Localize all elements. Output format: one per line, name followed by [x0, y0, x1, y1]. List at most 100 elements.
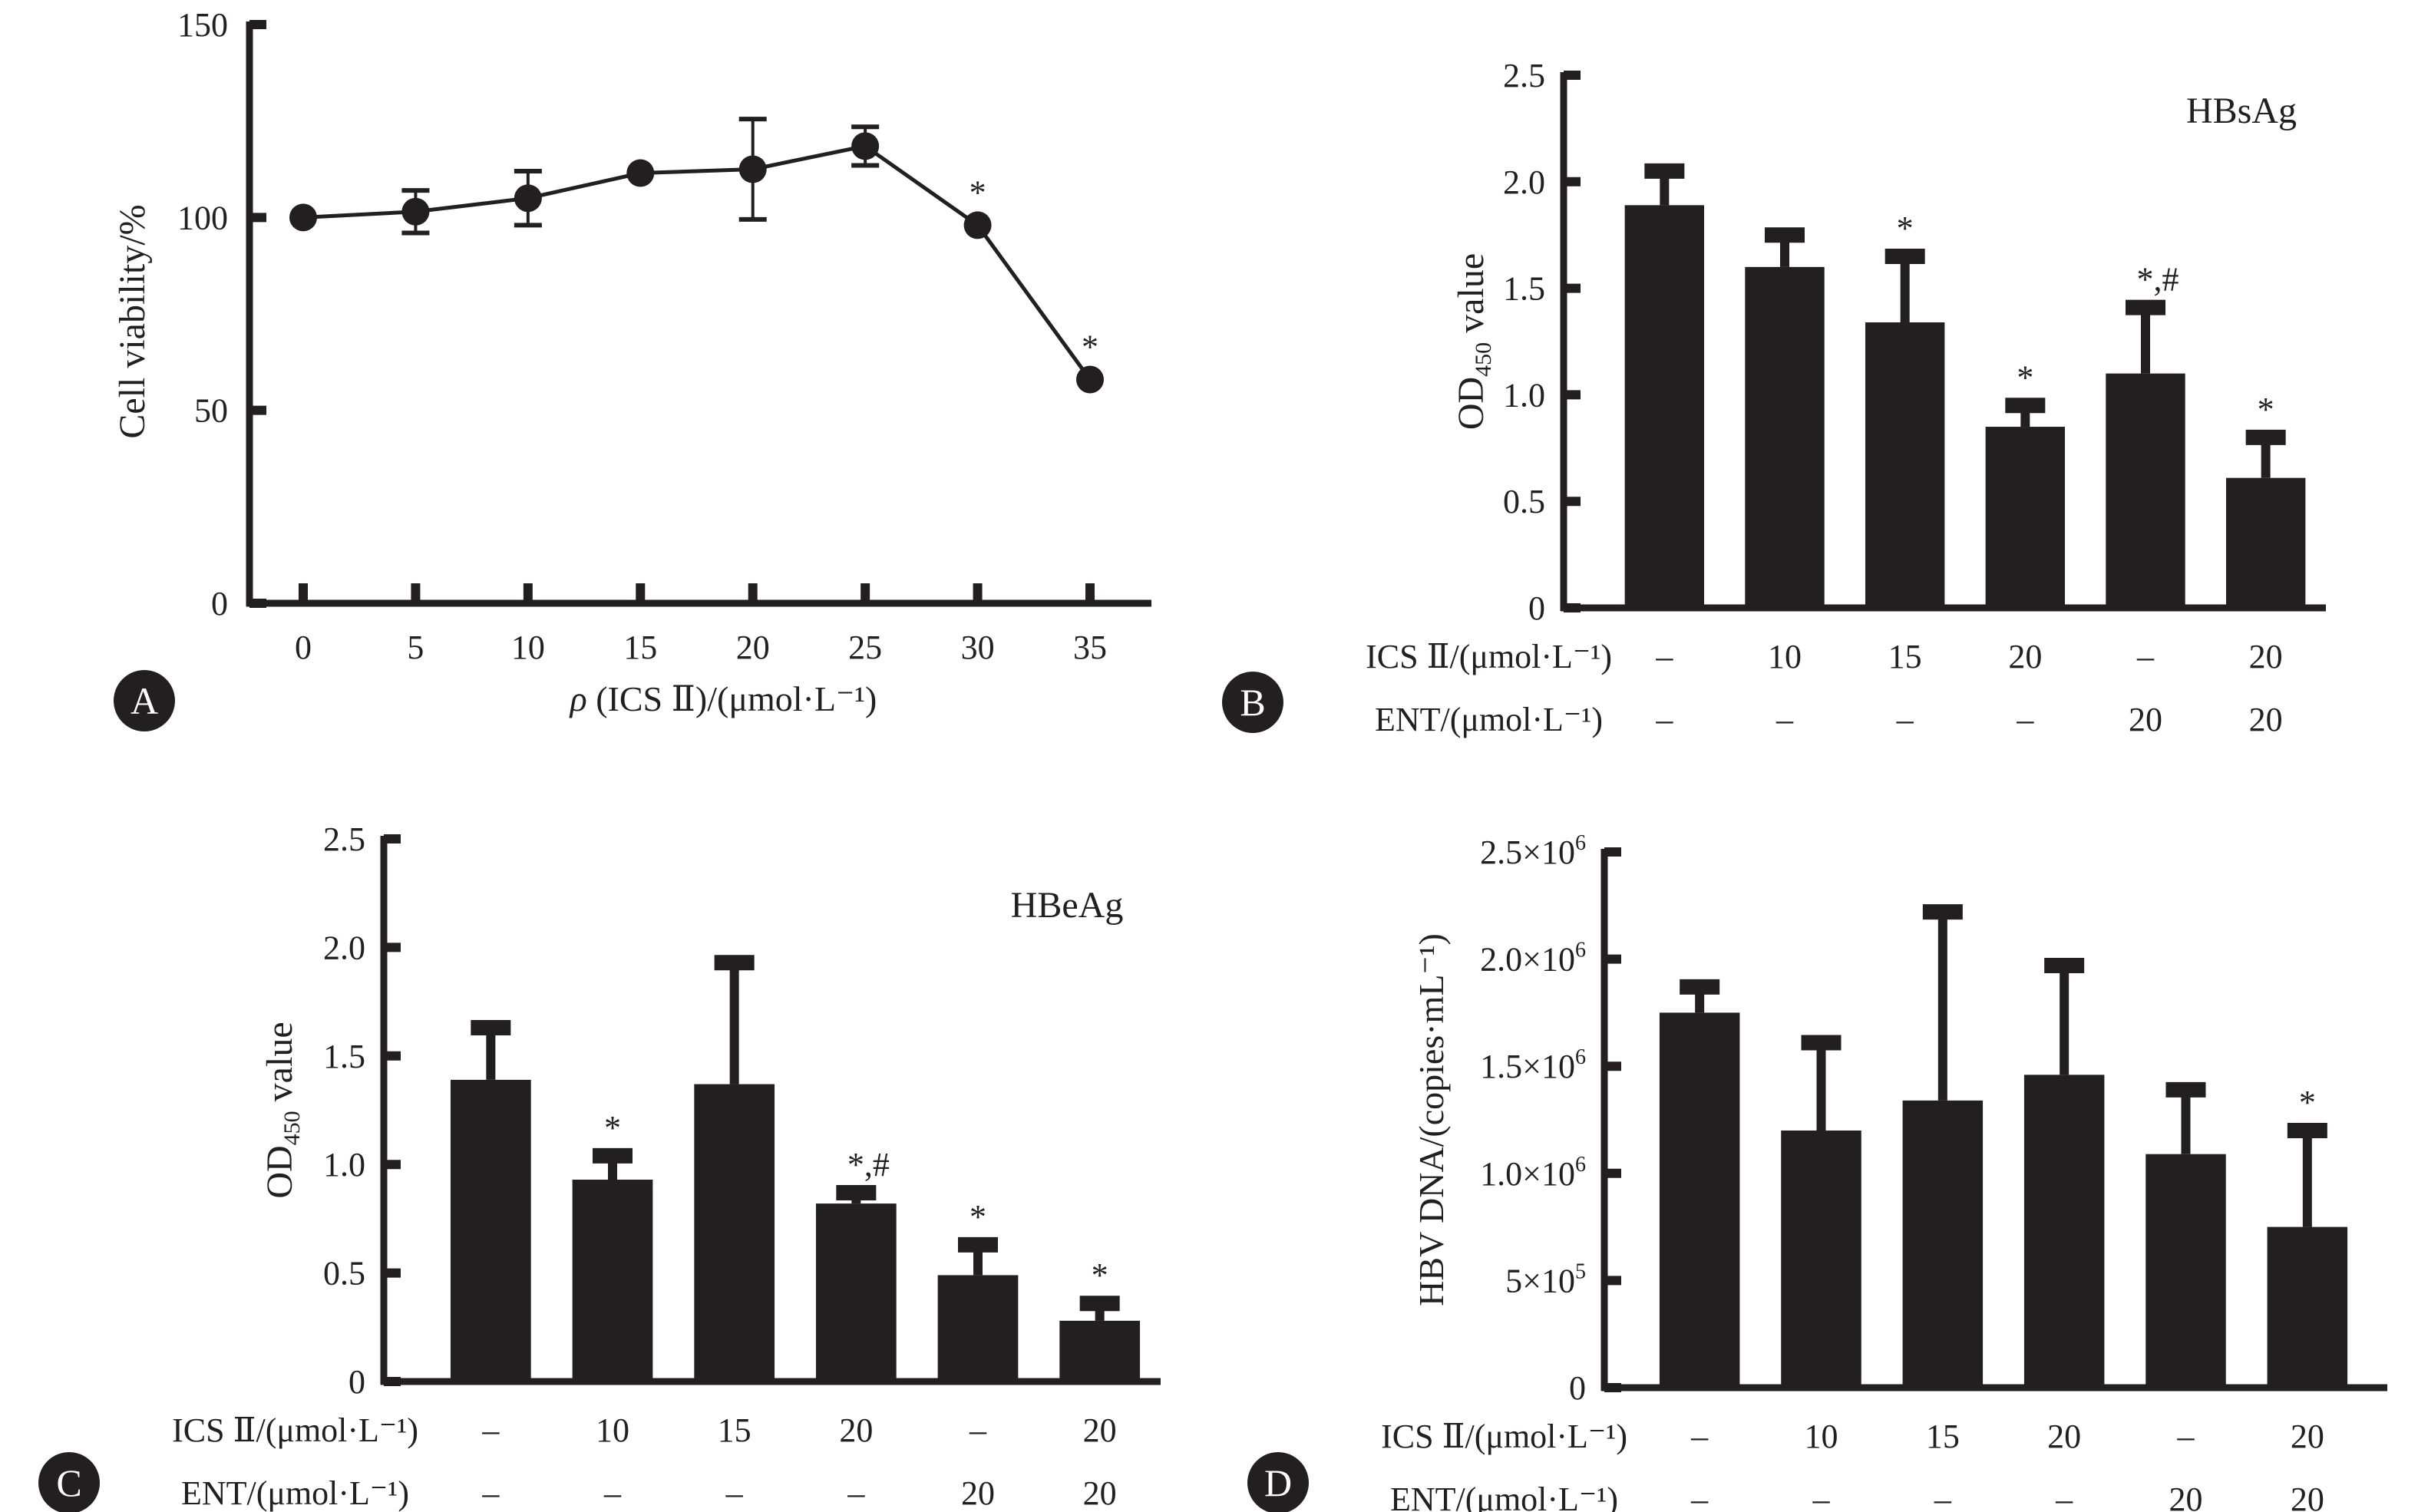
bar: [937, 1275, 1019, 1382]
panel-label: D: [1264, 1461, 1292, 1504]
y-axis-label-tail: value: [1451, 253, 1491, 342]
panel-label: A: [130, 679, 158, 722]
y-tick-label: 50: [194, 392, 228, 430]
panel-c-hbeag-chart: 0 0.5 1.0 1.5 2.0 2.5 – – * 10 – 15 – *,# 20 – * – 20 * 20 20…: [38, 820, 1161, 1512]
y-tick-label: 0.5: [1503, 483, 1545, 520]
significance-marker: *: [2258, 391, 2274, 428]
y-tick-label: 1.5: [323, 1038, 365, 1075]
y-tick-label: 2.5: [323, 820, 365, 858]
significance-marker: *: [1897, 210, 1914, 247]
y-tick-label: 1.5: [1503, 270, 1545, 308]
ics-dose-value: –: [1690, 1418, 1709, 1455]
ics-dose-value: –: [1655, 638, 1673, 675]
bar: [1059, 1320, 1141, 1382]
significance-marker: *: [1092, 1256, 1108, 1294]
ent-dose-value: 20: [2291, 1481, 2324, 1512]
data-point: [401, 197, 430, 226]
chart-title: HBsAg: [2186, 91, 2297, 131]
y-tick-label: 100: [177, 199, 228, 236]
ent-dose-value: 20: [961, 1474, 995, 1512]
y-axis-label-main: OD: [1451, 377, 1491, 430]
bar: [1745, 266, 1825, 608]
y-tick-label-exponent: 6: [1575, 1045, 1586, 1069]
ics-dose-value: 10: [596, 1411, 629, 1449]
y-tick-label: 2.0: [323, 929, 365, 966]
data-point: [626, 159, 655, 187]
bar: [1865, 322, 1945, 608]
panel-d-hbv-dna-chart: 05×1051.0×1061.5×1062.0×1062.5×106––10–1…: [1247, 831, 2387, 1512]
x-tick-label: 5: [407, 629, 424, 666]
ent-dose-value: –: [847, 1474, 865, 1512]
ent-dose-value: –: [725, 1474, 744, 1512]
ics-dose-value: 10: [1805, 1418, 1838, 1455]
bar: [1781, 1130, 1861, 1388]
data-point: [963, 211, 992, 239]
y-tick-label: 150: [177, 6, 228, 44]
ent-dose-value: 20: [2129, 701, 2162, 738]
y-tick-label-exponent: 5: [1575, 1259, 1586, 1283]
x-tick-label: 0: [295, 629, 312, 666]
x-axis-label-text: (ICS Ⅱ)/(μmol·L⁻¹): [587, 679, 877, 718]
y-tick-label: 1.5×106: [1480, 1045, 1586, 1085]
y-tick-label-base: 1.5×10: [1480, 1048, 1575, 1085]
x-tick-label: 30: [961, 629, 995, 666]
bar: [1624, 205, 1705, 608]
significance-marker: *,#: [2137, 261, 2179, 299]
y-tick-label: 2.0×106: [1480, 939, 1586, 979]
panel-label-badge: [114, 670, 175, 731]
x-axis-label-symbol: ρ: [569, 679, 587, 718]
ics-dose-value: 15: [718, 1411, 751, 1449]
y-tick-label: 0: [211, 585, 228, 622]
series-line: [302, 144, 1092, 381]
y-tick-label: 2.5×106: [1480, 831, 1586, 871]
y-axis-label: OD450 value: [1451, 253, 1496, 430]
bar: [450, 1079, 531, 1382]
ics-dose-value: 20: [1083, 1411, 1117, 1449]
significance-marker: *: [604, 1109, 621, 1147]
y-tick-label-base: 2.5×10: [1480, 834, 1575, 871]
ent-dose-value: –: [1896, 701, 1914, 738]
ics-dose-value: 20: [2291, 1418, 2324, 1455]
y-axis-label-main: OD: [259, 1145, 300, 1198]
ics-dose-value: 15: [1888, 638, 1922, 675]
ics-row-label: ICS Ⅱ/(μmol·L⁻¹): [172, 1411, 418, 1449]
ics-dose-value: 10: [1768, 638, 1802, 675]
x-axis-label: ρ (ICS Ⅱ)/(μmol·L⁻¹): [569, 679, 877, 718]
ics-dose-value: 20: [839, 1411, 873, 1449]
y-tick-label: 0: [1528, 589, 1545, 627]
y-tick-label: 0.5: [323, 1255, 365, 1292]
significance-marker: *: [1082, 328, 1098, 365]
panel-label: C: [56, 1461, 81, 1504]
bar: [1659, 1012, 1740, 1388]
data-point: [1076, 365, 1104, 394]
ics-dose-value: –: [2136, 638, 2155, 675]
y-axis-label: Cell viability/%: [112, 204, 153, 438]
y-tick-label: 1.0: [1503, 376, 1545, 414]
ics-dose-value: 20: [2249, 638, 2283, 675]
y-axis-label-sub: 450: [1471, 342, 1496, 377]
bar: [2106, 373, 2185, 608]
significance-marker: *: [970, 173, 986, 211]
bar: [1985, 427, 2066, 608]
y-tick-label: 1.0: [323, 1146, 365, 1184]
x-tick-label: 20: [736, 629, 770, 666]
data-point: [514, 184, 542, 213]
y-tick-label: 1.0×106: [1480, 1153, 1586, 1193]
panel-b-hbsag-chart: 0 0.5 1.0 1.5 2.0 2.5 – – 10 – * 15 – * 20 – *,# – 20 * 20 20…: [1222, 57, 2326, 738]
y-tick-label: 0: [1569, 1369, 1586, 1407]
x-tick-label: 25: [848, 629, 882, 666]
ics-dose-value: 20: [2008, 638, 2042, 675]
y-axis-label-sub: 450: [279, 1111, 305, 1145]
ent-dose-value: –: [1690, 1481, 1709, 1512]
data-point: [738, 155, 767, 183]
y-tick-label-exponent: 6: [1575, 831, 1586, 855]
ent-row-label: ENT/(μmol·L⁻¹): [1375, 701, 1603, 738]
bar: [2023, 1075, 2105, 1388]
ics-dose-value: –: [969, 1411, 987, 1449]
x-tick-label: 15: [623, 629, 657, 666]
ent-dose-value: –: [1812, 1481, 1831, 1512]
x-tick-label: 35: [1073, 629, 1107, 666]
significance-marker: *: [2017, 358, 2033, 396]
y-tick-label-base: 2.0×10: [1480, 941, 1575, 979]
